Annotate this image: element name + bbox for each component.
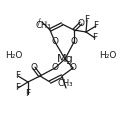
Text: H₂O: H₂O: [99, 52, 117, 60]
Text: O: O: [51, 37, 59, 47]
Text: F: F: [92, 34, 98, 42]
Text: F: F: [84, 15, 90, 25]
Text: /: /: [38, 17, 40, 27]
Text: O: O: [51, 64, 59, 72]
Text: Mg: Mg: [57, 54, 73, 64]
Text: F: F: [15, 72, 21, 80]
Text: O: O: [70, 64, 77, 72]
Text: F: F: [25, 89, 31, 99]
Text: O: O: [70, 37, 78, 47]
Text: O: O: [78, 18, 84, 27]
Text: O: O: [31, 64, 37, 72]
Text: H₂O: H₂O: [5, 52, 23, 60]
Text: CH₃: CH₃: [57, 79, 73, 89]
Text: F: F: [15, 84, 21, 92]
Text: F: F: [93, 22, 99, 30]
Text: CH₃: CH₃: [35, 22, 51, 30]
